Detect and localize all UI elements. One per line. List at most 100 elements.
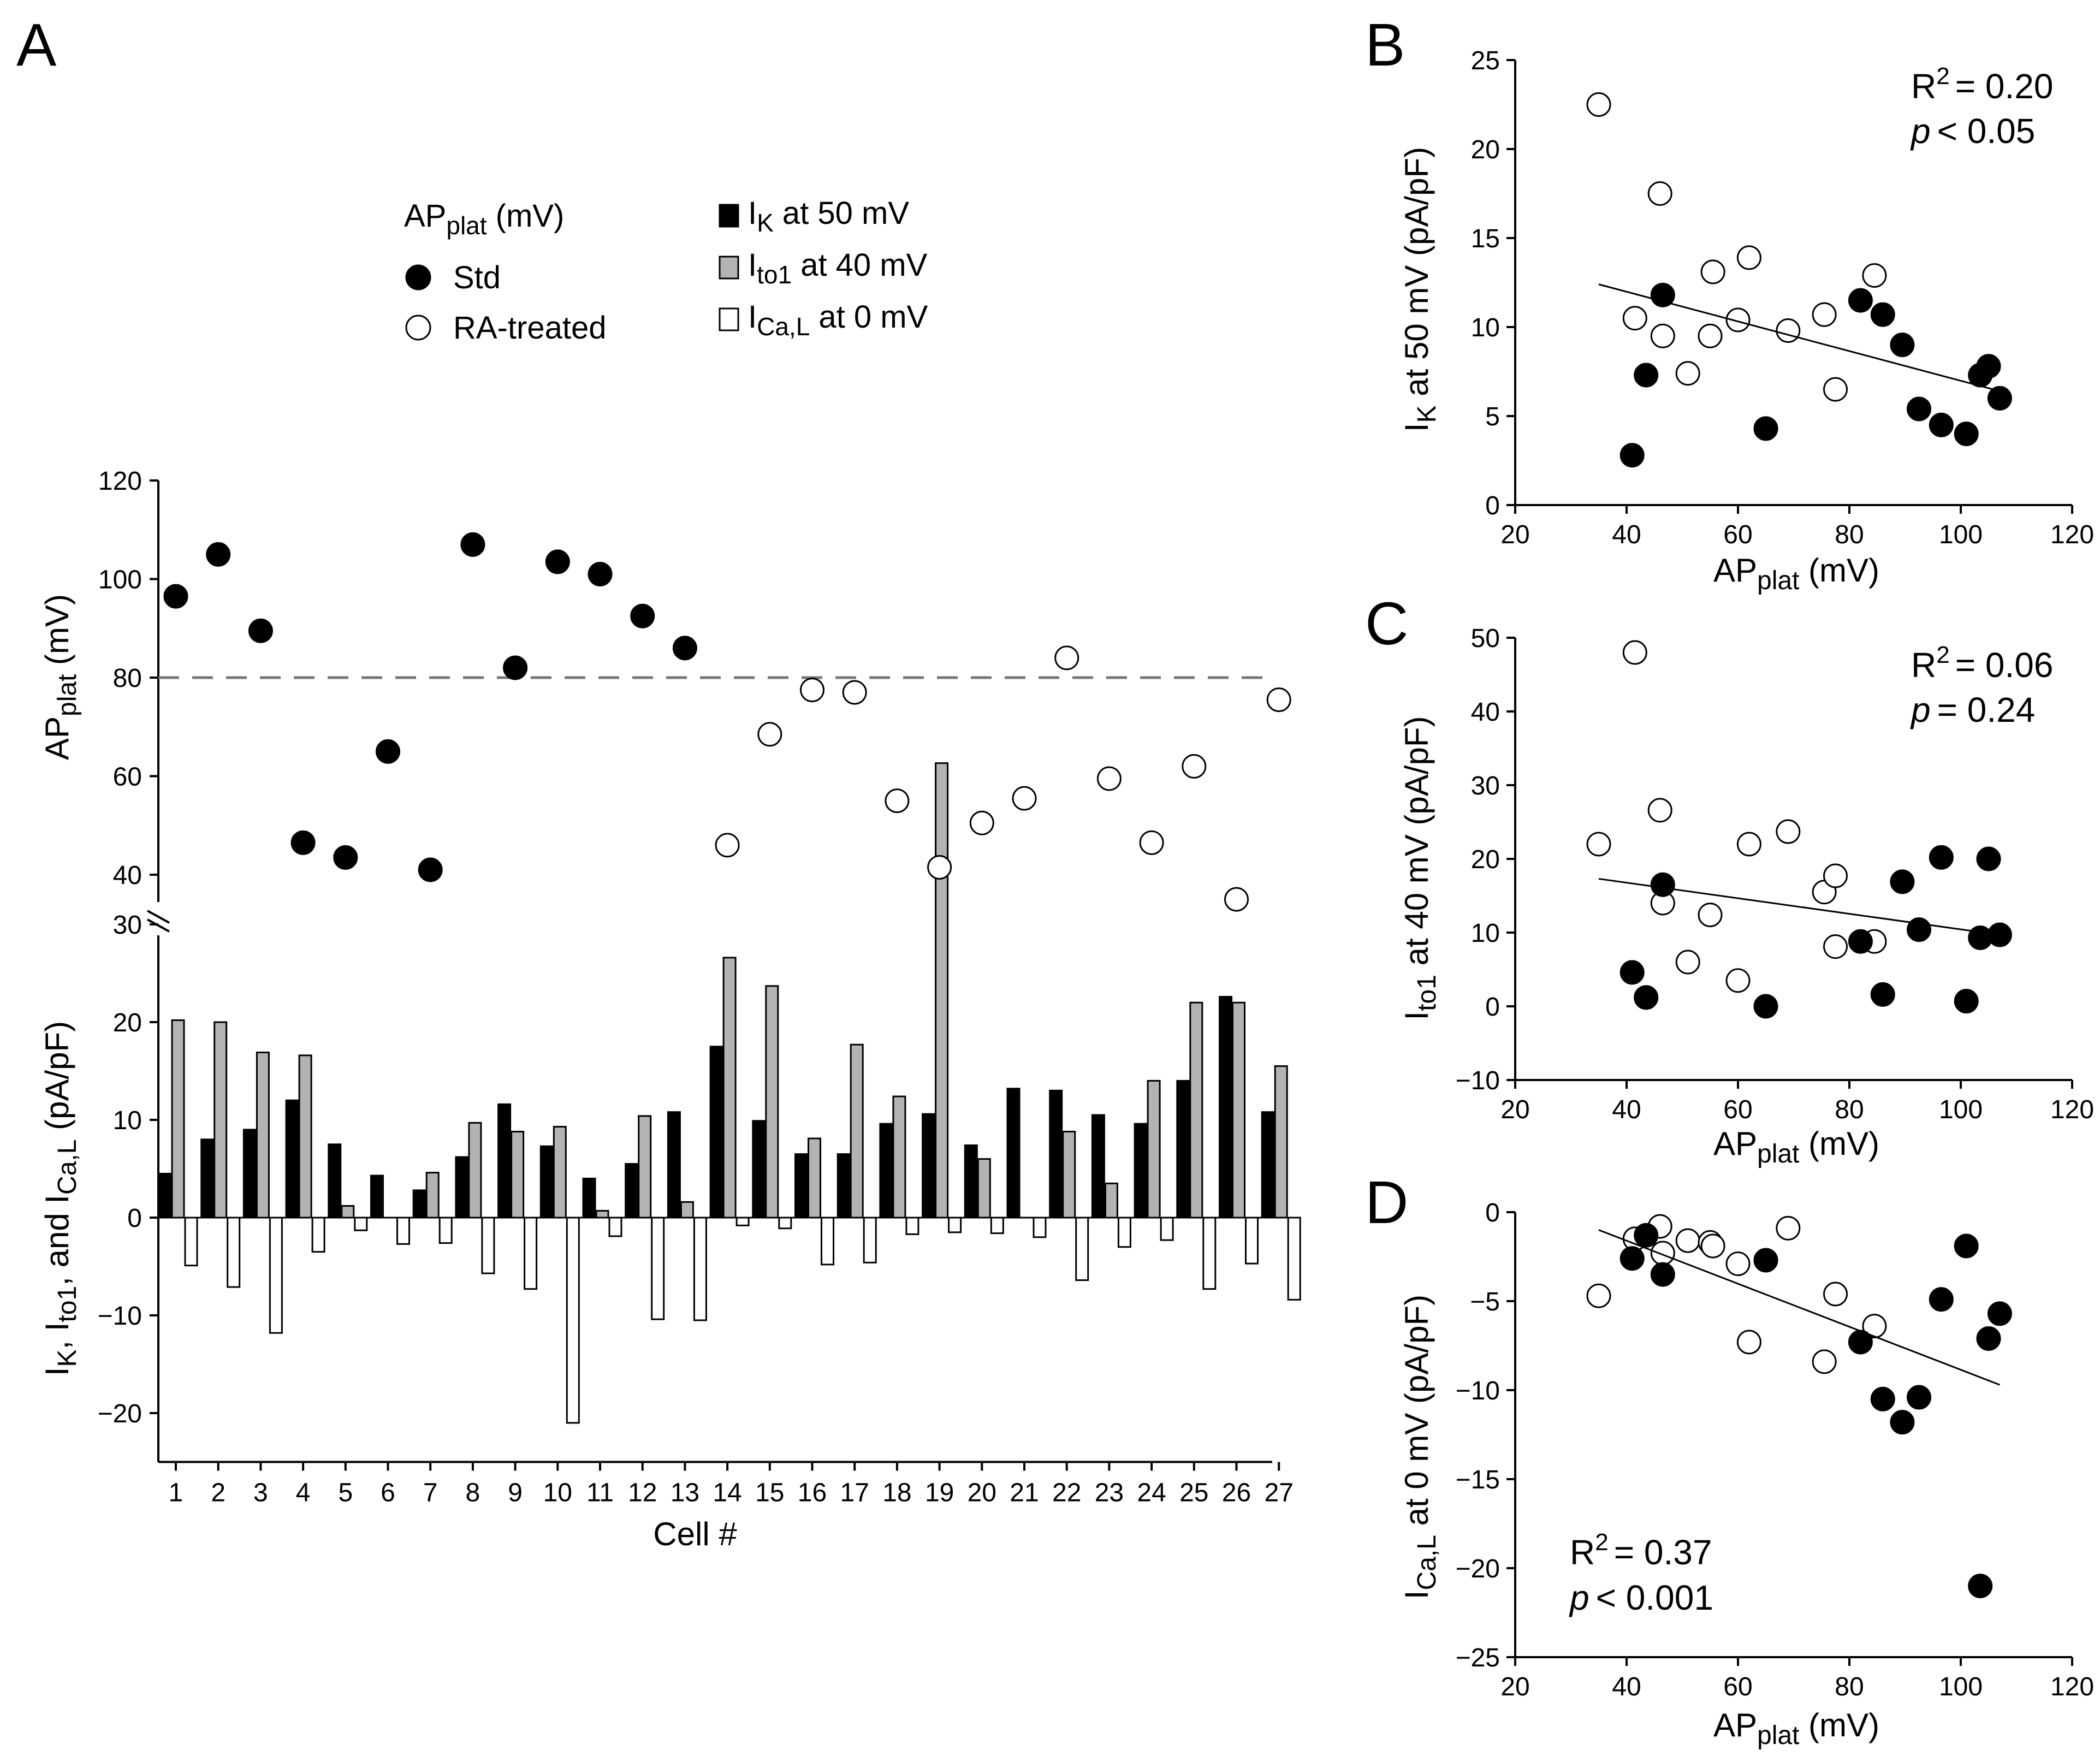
std-point (1954, 422, 1979, 447)
panel-a-top-ytick-label: 100 (98, 566, 142, 595)
std-point (1968, 1574, 1993, 1599)
bar (1232, 1001, 1245, 1219)
panel-c-p: p = 0.24 (1910, 690, 2035, 729)
panel-a-xtick-label: 26 (1222, 1479, 1251, 1508)
panel-a-bottom-ytick-label: 0 (127, 1204, 142, 1233)
panel-a-xtick-label: 16 (798, 1479, 827, 1508)
bar (200, 1138, 215, 1219)
panel-a-xlabel: Cell # (653, 1516, 737, 1552)
legend-ito-label: Ito1 at 40 mV (748, 247, 928, 289)
ra-point (757, 722, 782, 747)
std-point (1976, 846, 2001, 871)
bar (425, 1172, 440, 1219)
bar (948, 1217, 962, 1233)
std-point (1620, 443, 1645, 468)
panel-a-top-ytick-label: 60 (113, 763, 142, 792)
bar (850, 1043, 864, 1219)
panel-a-xtick-label: 1 (169, 1479, 183, 1508)
ra-point (1096, 766, 1122, 791)
std-point (503, 655, 528, 680)
std-point (630, 603, 655, 628)
std-point (1848, 929, 1873, 954)
ra-point (1650, 323, 1675, 348)
bar (964, 1144, 978, 1219)
panel-c-ylabel: Ito1 at 40 mV (pA/pF) (1398, 716, 1441, 1021)
ra-point (1812, 302, 1837, 327)
bar (396, 1217, 410, 1245)
panel-a-xtick-label: 11 (586, 1479, 614, 1508)
ra-point (1675, 950, 1700, 975)
bar (524, 1217, 538, 1290)
regression-line (1598, 877, 2000, 936)
panel-a-top-ytick-label: 40 (113, 861, 142, 890)
bar (595, 1209, 609, 1219)
panel-b-r2: R2 = 0.20 (1911, 63, 2053, 106)
ra-point (1700, 1233, 1725, 1259)
xtick-label: 20 (1500, 1095, 1529, 1124)
legend-ical-swatch (719, 307, 739, 331)
bar (1104, 1182, 1118, 1219)
bar (539, 1145, 554, 1219)
xtick-label: 20 (1500, 1672, 1529, 1701)
std-point (1650, 282, 1675, 307)
panel-a-bottom-ytick-label: 20 (113, 1008, 142, 1037)
ra-point (1823, 863, 1848, 888)
bar (1176, 1079, 1190, 1219)
panel-a-xtick-label: 2 (211, 1479, 226, 1508)
panel-a-xtick-label: 7 (423, 1479, 438, 1508)
ra-point (1586, 832, 1611, 857)
ytick-label: −15 (1456, 1466, 1500, 1494)
bar (651, 1217, 665, 1320)
ra-point (1725, 1251, 1751, 1277)
bar (438, 1217, 453, 1244)
ra-point (1266, 687, 1291, 713)
panel-b-ylabel: IK at 50 mV (pA/pF) (1398, 147, 1441, 432)
panel-a-xtick-label: 13 (671, 1479, 699, 1508)
ra-point (1622, 306, 1647, 331)
panel-c-r2: R2 = 0.06 (1911, 642, 2053, 685)
ra-point (715, 833, 740, 858)
std-point (1976, 1326, 2001, 1351)
ytick-label: −10 (1456, 1377, 1500, 1405)
ra-point (1823, 934, 1848, 959)
xtick-label: 80 (1835, 520, 1864, 549)
panel-a-xtick-label: 5 (338, 1479, 353, 1508)
std-point (206, 542, 231, 567)
ytick-label: −10 (1456, 1066, 1500, 1095)
bar (863, 1217, 877, 1263)
ra-point (1224, 887, 1249, 912)
ra-point (1012, 786, 1037, 811)
ra-point (1139, 830, 1164, 855)
std-point (333, 845, 358, 870)
ra-point (1647, 181, 1672, 206)
ra-point (1823, 377, 1848, 402)
bar (1202, 1217, 1217, 1290)
ra-point (1675, 1228, 1700, 1253)
std-point (1929, 412, 1954, 437)
std-point (1870, 302, 1895, 327)
bar (1091, 1114, 1105, 1219)
panel-a-xtick-label: 27 (1265, 1479, 1294, 1508)
std-point (418, 857, 443, 882)
bar (1117, 1217, 1131, 1248)
xtick-label: 60 (1723, 520, 1752, 549)
bar (1261, 1111, 1275, 1219)
panel-b-plot: 0 5 10 15 20 25 20 40 60 80 100 120 (1471, 46, 2094, 549)
ra-point (1736, 832, 1761, 857)
bar (553, 1126, 567, 1219)
ytick-label: 0 (1485, 1199, 1500, 1227)
ytick-label: 15 (1471, 224, 1500, 253)
panel-a-bottom-ytick-label: 10 (113, 1106, 142, 1135)
panel-a-xtick-label: 12 (628, 1479, 657, 1508)
panel-a-bottom-ytick-label: −10 (98, 1302, 142, 1331)
ra-point (927, 855, 952, 880)
bar (1134, 1123, 1148, 1219)
legend-ik-label: IK at 50 mV (748, 195, 909, 237)
ra-point (1812, 1349, 1837, 1374)
std-point (1753, 1248, 1778, 1273)
bar (680, 1201, 694, 1219)
bar (638, 1115, 652, 1219)
ra-point (885, 788, 910, 814)
panel-a-xtick-label: 19 (925, 1479, 954, 1508)
